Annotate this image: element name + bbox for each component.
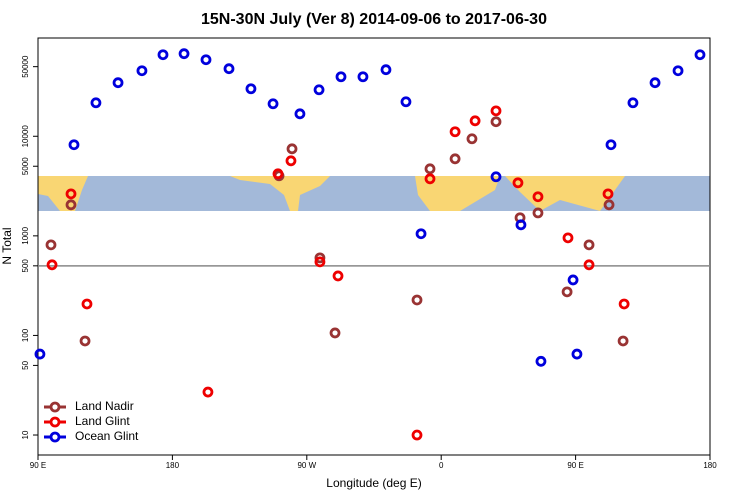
point — [515, 219, 527, 231]
point — [567, 274, 579, 286]
point — [617, 335, 629, 347]
point — [571, 348, 583, 360]
point — [34, 348, 46, 360]
point — [136, 65, 148, 77]
plot-frame — [37, 37, 711, 456]
point — [583, 239, 595, 251]
y-tick-label: 50000 — [21, 55, 30, 78]
point — [46, 259, 58, 271]
point — [45, 239, 57, 251]
point — [562, 232, 574, 244]
point — [490, 105, 502, 117]
point — [380, 64, 392, 76]
x-axis-label: Longitude (deg E) — [326, 476, 421, 490]
point — [157, 49, 169, 61]
x-tick-label: 0 — [439, 461, 444, 470]
point — [314, 256, 326, 268]
point — [335, 71, 347, 83]
point — [490, 116, 502, 128]
y-tick-label: 5000 — [21, 157, 30, 175]
legend-label: Ocean Glint — [75, 429, 139, 443]
point — [313, 84, 325, 96]
y-tick-label: 10 — [21, 430, 30, 439]
point — [314, 252, 326, 264]
y-tick-label: 500 — [21, 259, 30, 273]
world-map — [38, 176, 710, 211]
point — [449, 153, 461, 165]
y-tick-label: 1000 — [21, 226, 30, 244]
point — [535, 355, 547, 367]
point — [411, 429, 423, 441]
point — [449, 126, 461, 138]
point — [605, 139, 617, 151]
point — [469, 115, 481, 127]
point — [415, 228, 427, 240]
point — [694, 49, 706, 61]
point — [532, 191, 544, 203]
point — [112, 77, 124, 89]
point — [178, 48, 190, 60]
point — [65, 188, 77, 200]
point — [490, 171, 502, 183]
point — [68, 139, 80, 151]
x-tick-label: 90 E — [30, 461, 46, 470]
point — [272, 168, 284, 180]
point — [466, 133, 478, 145]
point — [424, 163, 436, 175]
legend-marker — [49, 401, 61, 413]
legend-marker — [49, 431, 61, 443]
point — [285, 155, 297, 167]
point — [357, 71, 369, 83]
point — [532, 207, 544, 219]
point — [90, 97, 102, 109]
y-tick-label: 50 — [21, 360, 30, 369]
point — [294, 108, 306, 120]
point — [672, 65, 684, 77]
point — [332, 270, 344, 282]
point — [411, 294, 423, 306]
y-axis-label: N Total — [0, 227, 14, 264]
point — [512, 177, 524, 189]
point — [424, 173, 436, 185]
y-tick-label: 10000 — [21, 125, 30, 148]
point — [65, 199, 77, 211]
point — [400, 96, 412, 108]
x-tick-label: 180 — [703, 461, 717, 470]
x-tick-label: 180 — [166, 461, 180, 470]
point — [267, 98, 279, 110]
point — [223, 63, 235, 75]
point — [627, 97, 639, 109]
point — [602, 188, 614, 200]
point — [202, 386, 214, 398]
point — [603, 199, 615, 211]
x-tick-label: 90 E — [567, 461, 583, 470]
point — [618, 298, 630, 310]
legend-label: Land Glint — [75, 414, 130, 428]
point — [245, 83, 257, 95]
point — [200, 54, 212, 66]
y-tick-label: 100 — [21, 328, 30, 342]
legend-label: Land Nadir — [75, 399, 134, 413]
x-tick-label: 90 W — [297, 461, 316, 470]
point — [329, 327, 341, 339]
point — [583, 259, 595, 271]
chart-title: 15N-30N July (Ver 8) 2014-09-06 to 2017-… — [201, 11, 547, 28]
legend-marker — [49, 416, 61, 428]
point — [649, 77, 661, 89]
point — [81, 298, 93, 310]
point — [286, 143, 298, 155]
point — [79, 335, 91, 347]
point — [561, 286, 573, 298]
